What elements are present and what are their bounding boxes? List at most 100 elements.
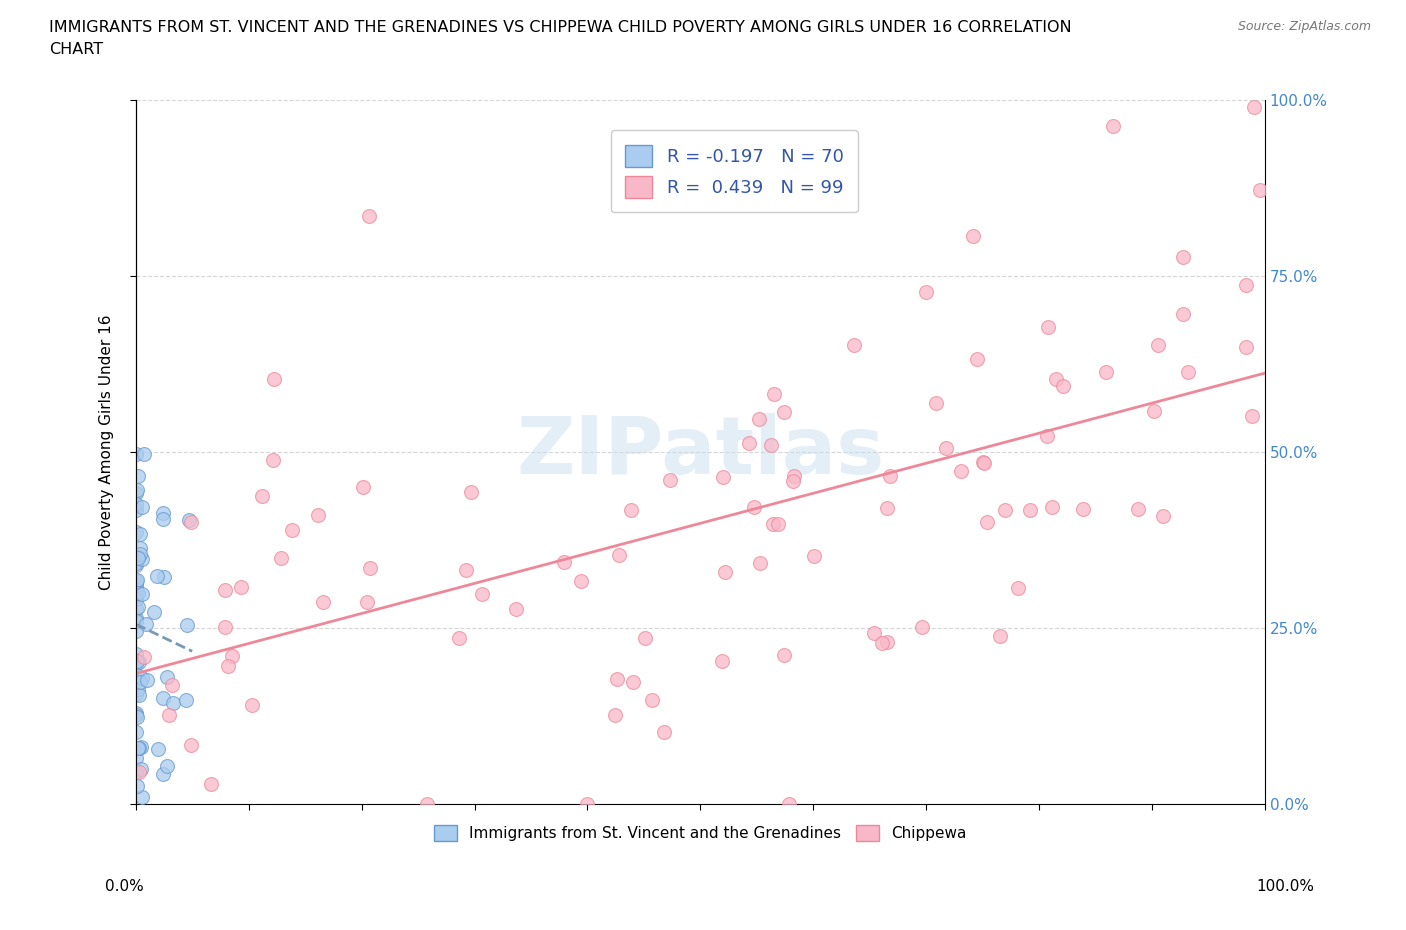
Point [1036, 429, 1059, 444]
Point [162, 696, 184, 711]
Point [1143, 404, 1166, 418]
Point [1243, 100, 1265, 114]
Point [125, 574, 148, 589]
Point [129, 674, 152, 689]
Point [879, 469, 901, 484]
Point [935, 440, 957, 455]
Point [221, 649, 243, 664]
Point [1249, 182, 1271, 197]
Point [125, 725, 148, 740]
Point [125, 657, 148, 671]
Point [281, 523, 304, 538]
Point [129, 762, 152, 777]
Point [1128, 501, 1150, 516]
Point [872, 635, 894, 650]
Point [505, 602, 527, 617]
Point [915, 285, 938, 299]
Text: Source: ZipAtlas.com: Source: ZipAtlas.com [1237, 20, 1371, 33]
Point [713, 565, 735, 579]
Point [157, 707, 180, 722]
Point [125, 668, 148, 683]
Point [129, 739, 152, 754]
Point [553, 555, 575, 570]
Point [925, 395, 948, 410]
Point [125, 705, 148, 720]
Point [621, 674, 644, 689]
Point [772, 647, 794, 662]
Point [127, 550, 149, 565]
Point [125, 553, 148, 568]
Point [125, 556, 148, 571]
Point [179, 512, 201, 527]
Point [125, 573, 148, 588]
Point [1147, 337, 1170, 352]
Point [131, 790, 153, 804]
Point [569, 574, 592, 589]
Point [763, 387, 786, 402]
Point [312, 594, 335, 609]
Point [135, 617, 157, 631]
Point [263, 371, 285, 386]
Point [125, 446, 148, 461]
Point [262, 453, 284, 468]
Point [125, 654, 148, 669]
Point [125, 558, 148, 573]
Point [217, 659, 239, 674]
Point [1040, 499, 1063, 514]
Point [357, 208, 380, 223]
Point [127, 741, 149, 756]
Point [129, 526, 152, 541]
Point [128, 764, 150, 779]
Point [988, 629, 1011, 644]
Point [460, 485, 482, 499]
Point [152, 766, 174, 781]
Point [127, 682, 149, 697]
Point [128, 540, 150, 555]
Point [609, 547, 631, 562]
Text: 0.0%: 0.0% [105, 879, 145, 894]
Point [174, 693, 197, 708]
Point [876, 634, 898, 649]
Point [125, 591, 148, 606]
Point [862, 626, 884, 641]
Point [575, 796, 598, 811]
Point [162, 677, 184, 692]
Point [1007, 580, 1029, 595]
Point [456, 563, 478, 578]
Point [125, 646, 148, 661]
Point [778, 796, 800, 811]
Point [136, 673, 159, 688]
Point [131, 499, 153, 514]
Text: CHART: CHART [49, 42, 103, 57]
Point [1036, 320, 1059, 335]
Point [131, 552, 153, 567]
Point [748, 555, 770, 570]
Point [993, 502, 1015, 517]
Point [214, 582, 236, 597]
Point [1177, 365, 1199, 379]
Point [1240, 408, 1263, 423]
Point [127, 469, 149, 484]
Point [250, 489, 273, 504]
Point [125, 587, 148, 602]
Point [125, 525, 148, 539]
Point [146, 568, 169, 583]
Point [1234, 277, 1257, 292]
Point [803, 548, 825, 563]
Point [633, 631, 655, 645]
Point [128, 687, 150, 702]
Point [449, 631, 471, 645]
Point [911, 619, 934, 634]
Point [748, 411, 770, 426]
Point [152, 506, 174, 521]
Point [125, 502, 148, 517]
Point [768, 516, 790, 531]
Point [773, 405, 796, 419]
Point [125, 778, 148, 793]
Point [180, 514, 202, 529]
Point [125, 602, 148, 617]
Y-axis label: Child Poverty Among Girls Under 16: Child Poverty Among Girls Under 16 [100, 314, 114, 590]
Point [783, 469, 806, 484]
Point [127, 483, 149, 498]
Point [127, 710, 149, 724]
